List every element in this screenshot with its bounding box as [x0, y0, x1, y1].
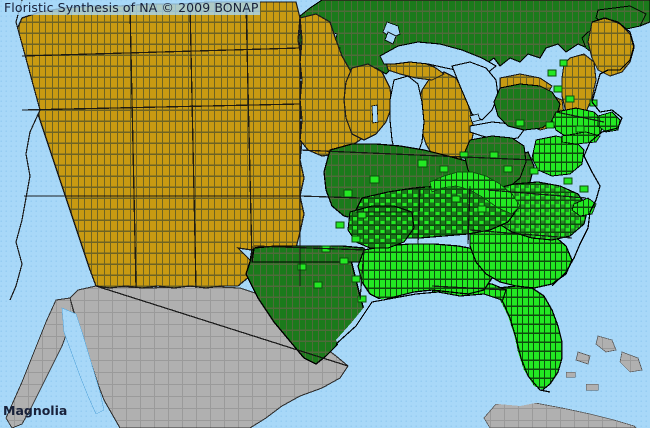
lake-st-clair — [469, 113, 481, 123]
lake-huron — [451, 61, 499, 121]
region-maine-gold — [587, 17, 635, 77]
pacific-coast-edge — [9, 0, 41, 301]
region-bahamas-2 — [619, 351, 643, 373]
gulf-of-california — [61, 307, 105, 415]
region-bahamas-1 — [595, 335, 617, 353]
region-bahamas-3 — [575, 351, 591, 365]
isolated-bright-counties — [297, 59, 598, 327]
island-dot-2 — [585, 383, 599, 391]
region-cape-cod-bright-green — [597, 111, 621, 133]
region-appalachia-bright-green — [429, 171, 521, 215]
gulf-of-mexico — [336, 292, 548, 406]
us-gold-region — [0, 0, 635, 302]
region-gulf-states-bright-green — [357, 243, 493, 301]
atlantic-coast-outline — [551, 17, 635, 287]
region-oklahoma-dark-green — [251, 245, 367, 263]
lake-winnebago — [371, 104, 379, 124]
us-bright-green-region — [297, 59, 621, 393]
region-cuba — [483, 401, 637, 428]
island-dot-1 — [565, 371, 576, 378]
gulf-coast-outline — [335, 291, 551, 393]
map-title-caption: Floristic Synthesis of NA © 2009 BONAP — [2, 0, 261, 15]
state-boundary-overlay — [21, 1, 605, 367]
inland-lake-nipigon — [384, 31, 397, 45]
region-wisconsin-gold — [343, 63, 393, 141]
taxon-name-label: Magnolia — [3, 403, 68, 418]
region-west-gold — [13, 1, 305, 289]
